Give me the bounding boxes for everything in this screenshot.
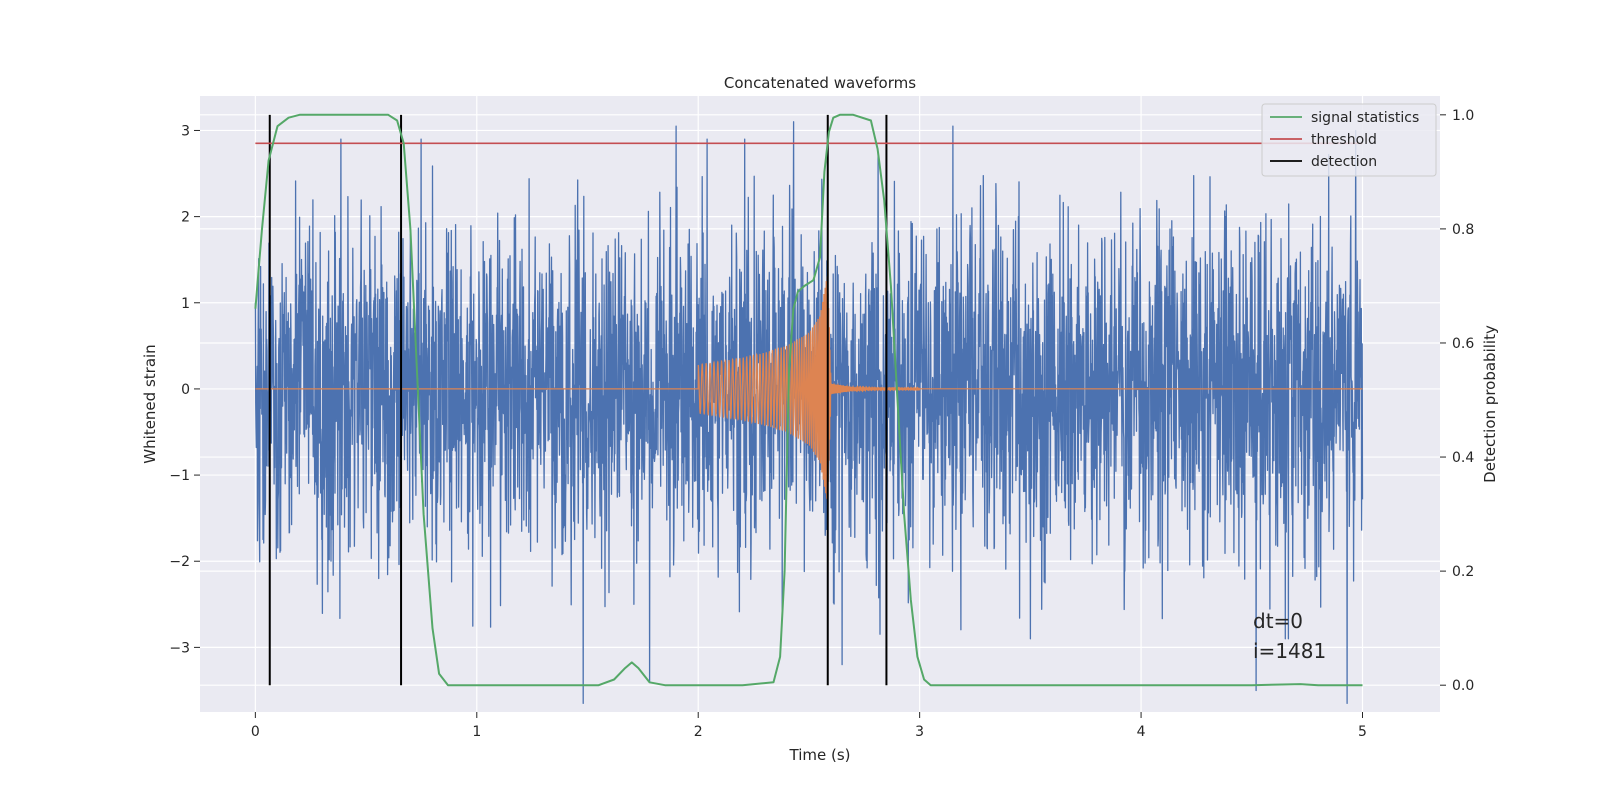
x-tick-label: 1 bbox=[472, 724, 481, 740]
y-right-tick-label: 0.6 bbox=[1452, 336, 1474, 352]
y-right-tick-label: 0.8 bbox=[1452, 222, 1474, 238]
y-tick-label: 2 bbox=[181, 210, 190, 226]
x-tick-label: 2 bbox=[694, 724, 703, 740]
y-tick-label: −3 bbox=[169, 640, 190, 656]
y-tick-label: 3 bbox=[181, 123, 190, 139]
x-axis-ticks: 0 1 2 3 4 5 bbox=[251, 712, 1367, 740]
x-tick-label: 0 bbox=[251, 724, 260, 740]
annotation-dt: dt=0 bbox=[1253, 609, 1303, 633]
annotation-index: i=1481 bbox=[1253, 639, 1326, 663]
y-axis-ticks: −3 −2 −1 0 1 2 3 bbox=[169, 123, 200, 656]
y-right-tick-label: 0.4 bbox=[1452, 450, 1474, 466]
chart-title: Concatenated waveforms bbox=[724, 74, 916, 92]
y-tick-label: 0 bbox=[181, 382, 190, 398]
y-tick-label: 1 bbox=[181, 296, 190, 312]
x-tick-label: 5 bbox=[1358, 724, 1367, 740]
y-tick-label: −1 bbox=[169, 468, 190, 484]
y-right-tick-label: 0.2 bbox=[1452, 564, 1474, 580]
y-right-tick-label: 0.0 bbox=[1452, 678, 1474, 694]
legend: signal statistics threshold detection bbox=[1261, 103, 1437, 177]
x-tick-label: 4 bbox=[1137, 724, 1146, 740]
y-tick-label: −2 bbox=[169, 554, 190, 570]
signal-statistics-line bbox=[254, 113, 1363, 687]
legend-box bbox=[1261, 103, 1437, 177]
y-axis-label: Whitened strain bbox=[141, 344, 159, 463]
x-axis-label: Time (s) bbox=[789, 746, 851, 764]
y-axis-right-label: Detection probability bbox=[1481, 325, 1499, 483]
strain-noise-line bbox=[254, 121, 1364, 705]
legend-label-threshold: threshold bbox=[1311, 132, 1377, 148]
legend-label-signal-statistics: signal statistics bbox=[1311, 110, 1419, 126]
y-right-tick-label: 1.0 bbox=[1452, 108, 1474, 124]
template-chirp-line bbox=[255, 276, 1363, 505]
legend-label-detection: detection bbox=[1311, 154, 1377, 170]
y-axis-right-ticks: 0.0 0.2 0.4 0.6 0.8 1.0 bbox=[1440, 108, 1474, 694]
series-layer bbox=[254, 113, 1364, 705]
x-tick-label: 3 bbox=[915, 724, 924, 740]
